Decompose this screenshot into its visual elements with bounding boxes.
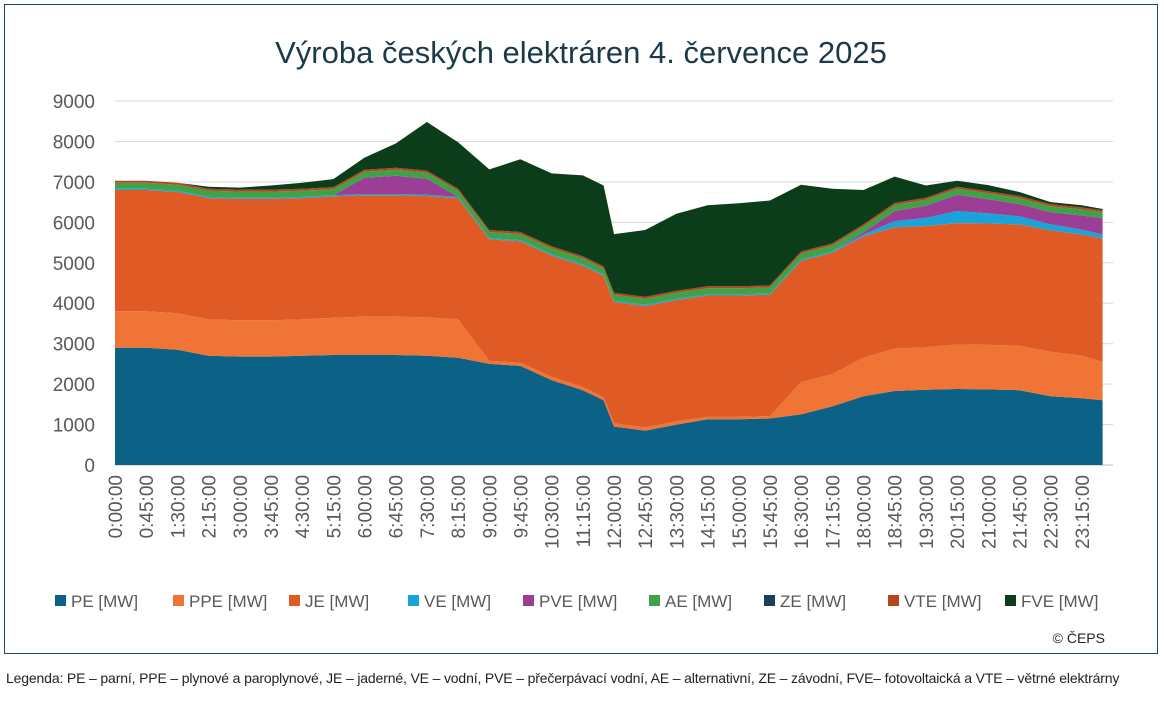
y-tick-label: 6000	[53, 213, 95, 234]
x-tick-label: 15:00:00	[730, 475, 751, 549]
x-tick-label: 19:30:00	[917, 475, 938, 549]
x-tick-label: 6:00:00	[356, 475, 377, 538]
legend-item: VTE [MW]	[888, 592, 981, 611]
legend-footnote: Legenda: PE – parní, PPE – plynové a par…	[6, 670, 1120, 686]
x-tick-label: 4:30:00	[293, 475, 314, 538]
x-tick-label: 7:30:00	[418, 475, 439, 538]
legend-label: ZE [MW]	[780, 592, 846, 611]
y-tick-label: 3000	[53, 335, 95, 356]
area-ppe	[115, 311, 1103, 431]
x-tick-label: 16:30:00	[792, 475, 813, 549]
x-tick-label: 15:45:00	[761, 475, 782, 549]
chart: Výroba českých elektráren 4. července 20…	[53, 35, 1113, 646]
copyright: © ČEPS	[1053, 630, 1105, 646]
legend-swatch	[55, 595, 66, 606]
legend-swatch	[764, 595, 775, 606]
x-tick-label: 21:45:00	[1010, 475, 1031, 549]
x-tick-label: 12:00:00	[605, 475, 626, 549]
y-tick-label: 1000	[53, 416, 95, 437]
legend-item: ZE [MW]	[764, 592, 846, 611]
legend-swatch	[408, 595, 419, 606]
x-tick-label: 2:15:00	[200, 475, 221, 538]
x-tick-label: 11:15:00	[574, 475, 595, 548]
y-tick-label: 9000	[53, 92, 95, 113]
legend-item: PVE [MW]	[523, 592, 617, 611]
y-tick-label: 5000	[53, 254, 95, 275]
chart-title: Výroba českých elektráren 4. července 20…	[275, 35, 887, 70]
y-tick-label: 8000	[53, 132, 95, 153]
x-tick-label: 20:15:00	[948, 475, 969, 549]
x-tick-label: 23:15:00	[1073, 475, 1094, 549]
legend-label: VE [MW]	[424, 592, 491, 611]
x-tick-label: 9:00:00	[480, 475, 501, 538]
x-tick-label: 14:15:00	[699, 475, 720, 549]
y-tick-label: 0	[84, 456, 95, 477]
x-tick-label: 3:45:00	[262, 475, 283, 538]
x-tick-label: 9:45:00	[511, 475, 532, 538]
x-tick-label: 3:00:00	[231, 475, 252, 538]
x-tick-label: 12:45:00	[636, 475, 657, 549]
x-tick-label: 18:00:00	[855, 475, 876, 549]
area-fve	[115, 122, 1103, 297]
y-tick-label: 4000	[53, 294, 95, 315]
legend-item: AE [MW]	[649, 592, 732, 611]
area-je	[115, 190, 1103, 428]
x-tick-label: 1:30:00	[168, 475, 189, 538]
x-tick-label: 0:00:00	[106, 475, 127, 538]
legend-item: FVE [MW]	[1005, 592, 1098, 611]
legend-label: FVE [MW]	[1021, 592, 1098, 611]
legend-label: VTE [MW]	[904, 592, 981, 611]
legend-swatch	[173, 595, 184, 606]
legend-label: PE [MW]	[71, 592, 138, 611]
y-tick-label: 2000	[53, 375, 95, 396]
x-tick-label: 6:45:00	[387, 475, 408, 538]
x-tick-label: 17:15:00	[823, 475, 844, 549]
legend-swatch	[289, 595, 300, 606]
legend-label: PPE [MW]	[189, 592, 267, 611]
area-pe	[115, 347, 1103, 465]
legend-item: PE [MW]	[55, 592, 138, 611]
x-tick-label: 21:00:00	[979, 475, 1000, 549]
x-tick-label: 8:15:00	[449, 475, 470, 538]
legend-swatch	[888, 595, 899, 606]
x-tick-label: 22:30:00	[1042, 475, 1063, 549]
x-tick-label: 10:30:00	[543, 475, 564, 549]
legend-item: PPE [MW]	[173, 592, 267, 611]
x-tick-label: 13:30:00	[667, 475, 688, 549]
legend-item: JE [MW]	[289, 592, 369, 611]
legend-swatch	[649, 595, 660, 606]
legend-item: VE [MW]	[408, 592, 491, 611]
legend-label: AE [MW]	[665, 592, 732, 611]
x-tick-label: 18:45:00	[886, 475, 907, 549]
legend-swatch	[523, 595, 534, 606]
x-tick-label: 0:45:00	[137, 475, 158, 538]
y-tick-label: 7000	[53, 173, 95, 194]
chart-frame: Výroba českých elektráren 4. července 20…	[4, 4, 1158, 654]
legend-swatch	[1005, 595, 1016, 606]
legend-label: PVE [MW]	[539, 592, 617, 611]
x-tick-label: 5:15:00	[324, 475, 345, 538]
legend-label: JE [MW]	[305, 592, 369, 611]
